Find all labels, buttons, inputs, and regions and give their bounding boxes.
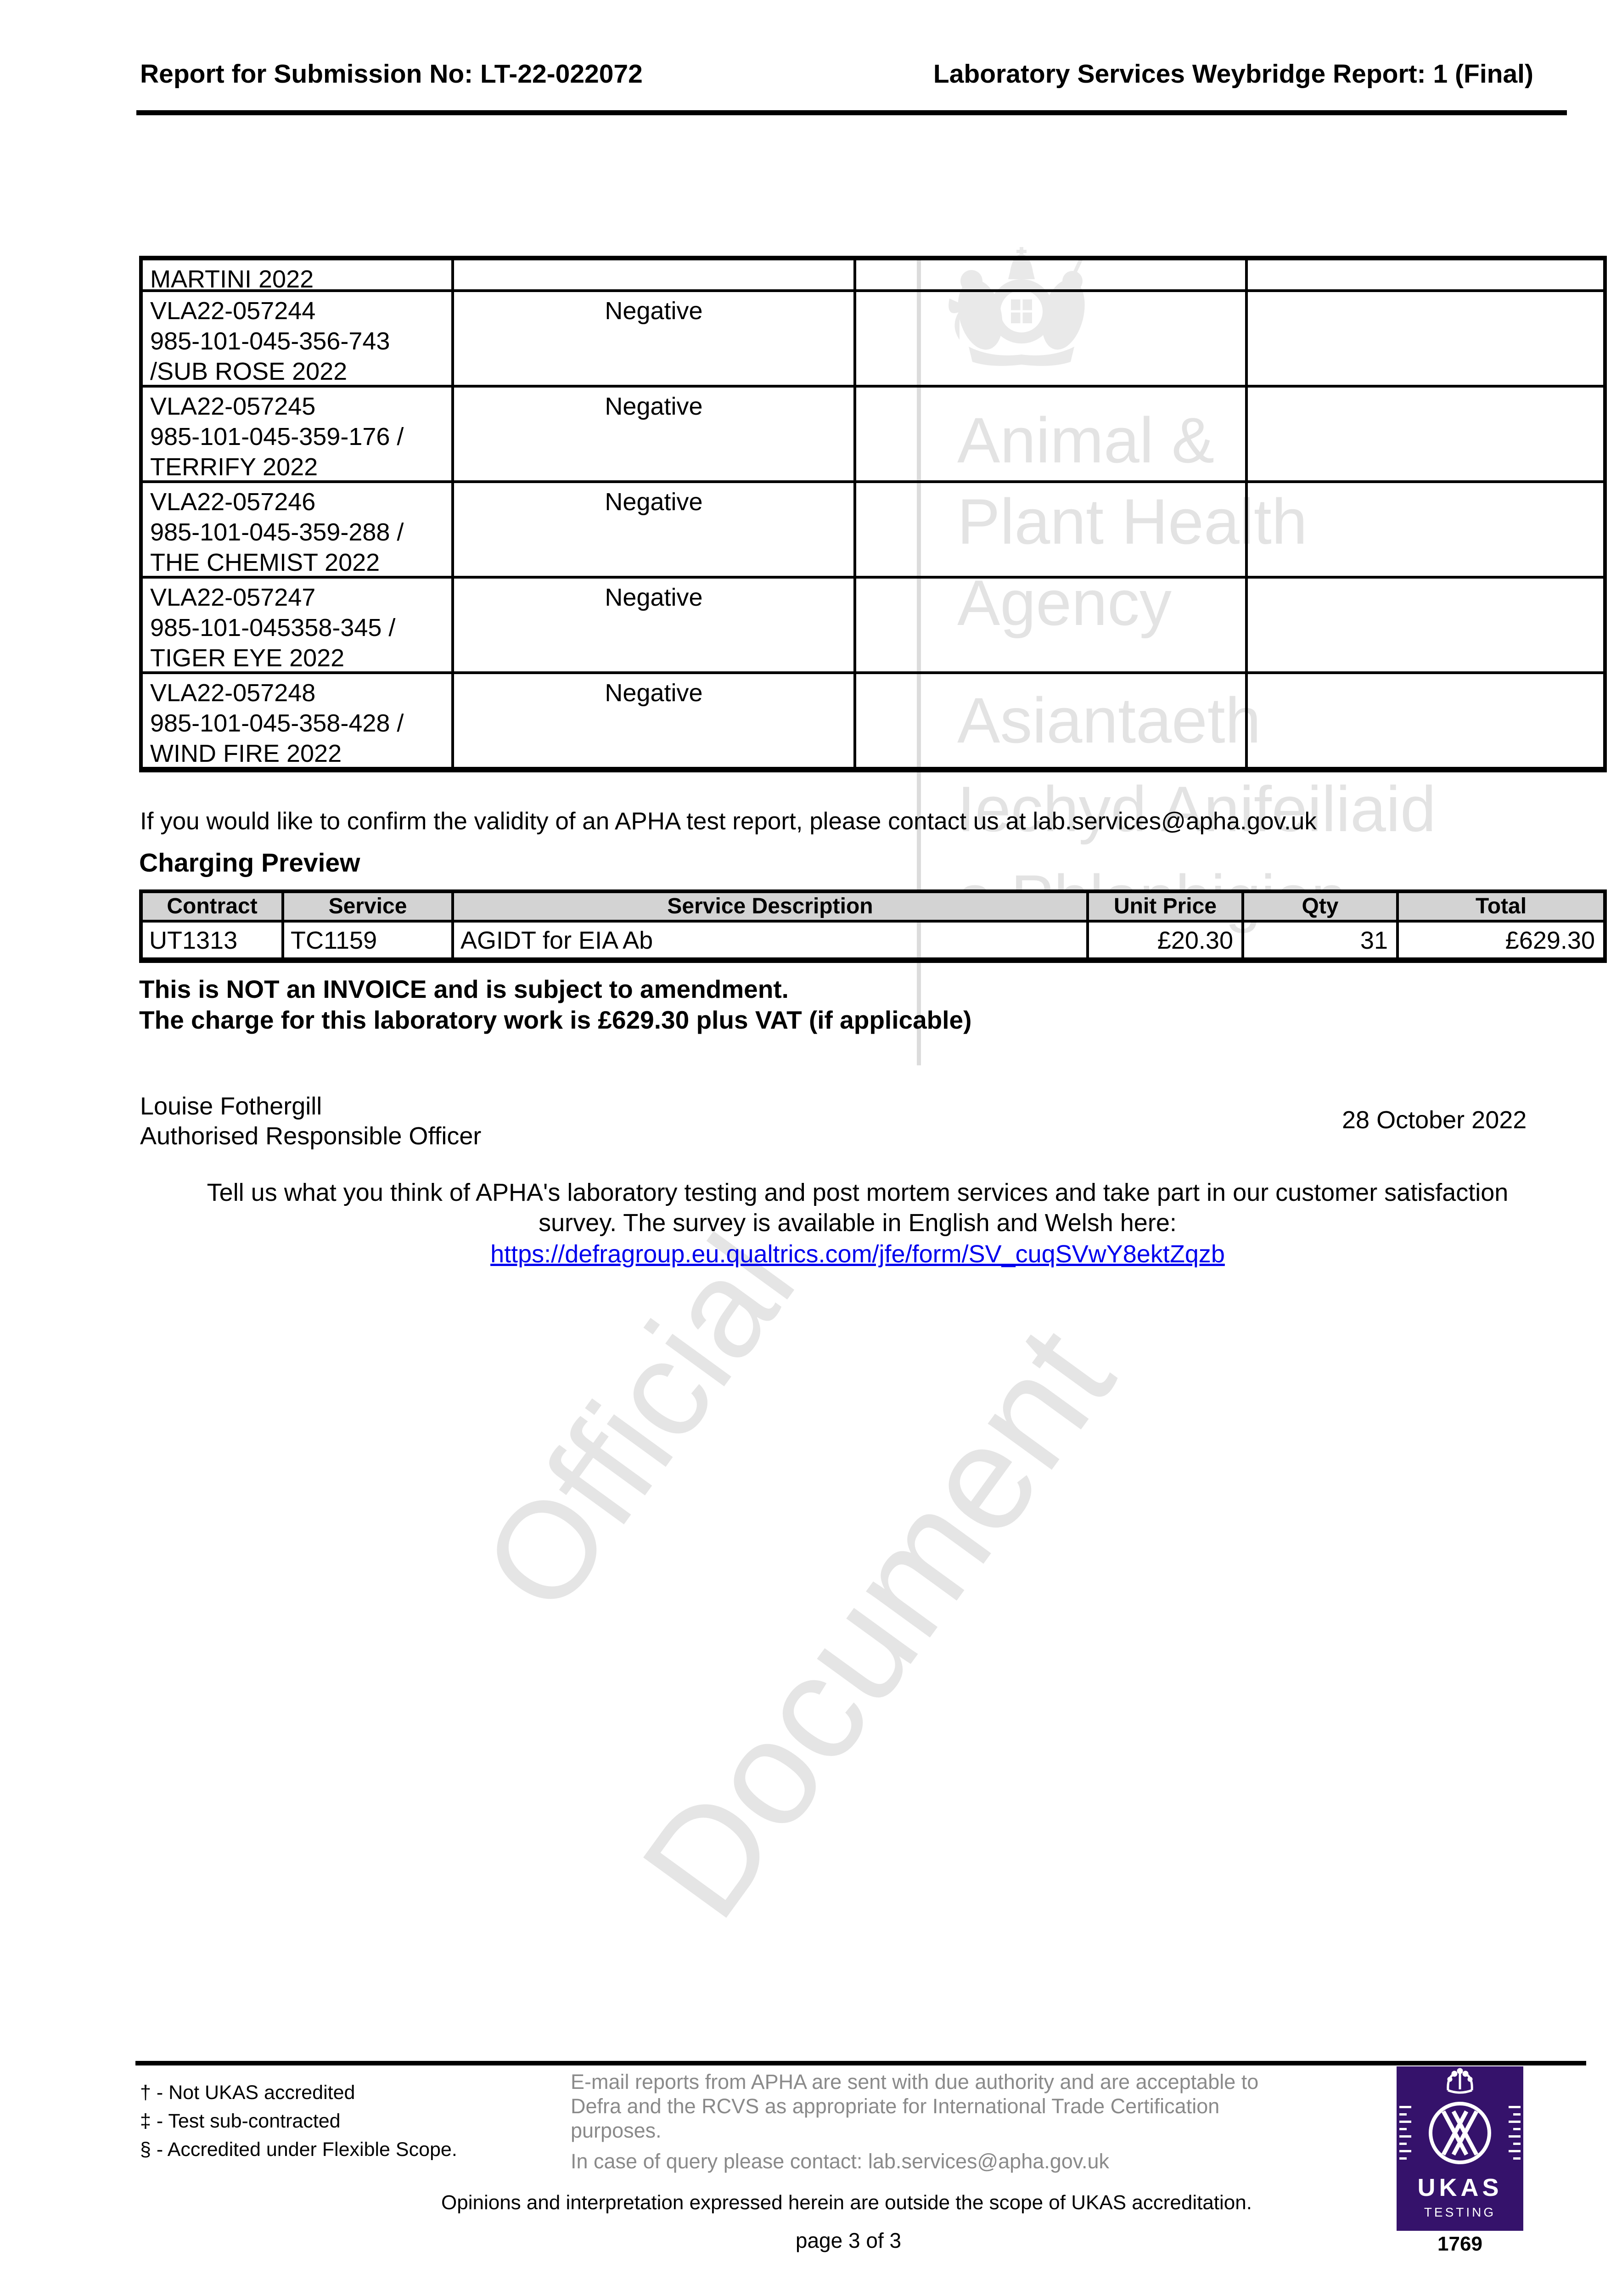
table-row: VLA22-057244 985-101-045-356-743 /SUB RO… [143, 289, 1603, 385]
watermark-agency-cy-line2: Iechyd Anifeiliaid [957, 773, 1436, 845]
charging-header-row: Contract Service Service Description Uni… [143, 893, 1603, 923]
result-value: Negative [605, 584, 703, 611]
signatory-role: Authorised Responsible Officer [140, 1122, 482, 1150]
charge-amount-note: The charge for this laboratory work is £… [139, 1006, 972, 1034]
service-value: TC1159 [281, 923, 451, 957]
report-date: 28 October 2022 [1342, 1106, 1527, 1134]
watermark-agency-en-line1: Animal & [957, 404, 1215, 476]
result-value: Negative [605, 393, 703, 420]
validity-note: If you would like to confirm the validit… [140, 808, 1317, 835]
watermark-agency-en-line3: Agency [957, 567, 1172, 639]
ukas-testing-label: TESTING [1424, 2205, 1496, 2219]
report-number-title: Report for Submission No: LT-22-022072 [140, 59, 643, 89]
ukas-crest-icon [1399, 2068, 1521, 2164]
table-row: VLA22-057246 985-101-045-359-288 / THE C… [143, 480, 1603, 576]
signatory-name: Louise Fothergill [140, 1092, 322, 1120]
sample-ref: 985-101-045-358-428 / [150, 709, 404, 737]
charging-data-row: UT1313 TC1159 AGIDT for EIA Ab £20.30 31… [143, 923, 1603, 957]
result-value: Negative [605, 679, 703, 707]
result-value: Negative [605, 488, 703, 516]
column-header-qty: Qty [1241, 893, 1396, 920]
survey-text-line2: survey. The survey is available in Engli… [539, 1209, 1177, 1237]
survey-text-line1: Tell us what you think of APHA's laborat… [207, 1179, 1509, 1206]
total-value: £629.30 [1396, 923, 1603, 957]
results-table: MARTINI 2022 VLA22-057244 985-101-045-35… [139, 256, 1607, 772]
sample-name: WIND FIRE 2022 [150, 740, 342, 767]
footnote-flexible-scope: § - Accredited under Flexible Scope. [140, 2138, 457, 2161]
watermark-agency-cy-line1: Asiantaeth [957, 684, 1261, 756]
footer-rule [135, 2061, 1586, 2065]
charging-preview-title: Charging Preview [139, 848, 360, 878]
ukas-number: 1769 [1437, 2233, 1482, 2255]
column-header-contract: Contract [167, 894, 258, 918]
unit-price-value: £20.30 [1086, 923, 1241, 957]
footnote-subcontracted: ‡ - Test sub-contracted [140, 2110, 341, 2132]
table-row: MARTINI 2022 [143, 260, 1603, 293]
result-value: Negative [605, 297, 703, 325]
charging-table: Contract Service Service Description Uni… [139, 889, 1607, 963]
email-authority-note-line1: E-mail reports from APHA are sent with d… [571, 2070, 1259, 2093]
column-header-description: Service Description [451, 893, 1086, 920]
sample-id: VLA22-057247 [150, 584, 316, 611]
page-number: page 3 of 3 [795, 2228, 902, 2252]
query-contact-note: In case of query please contact: lab.ser… [571, 2150, 1110, 2173]
not-invoice-note: This is NOT an INVOICE and is subject to… [139, 975, 789, 1003]
table-row: VLA22-057248 985-101-045-358-428 / WIND … [143, 671, 1603, 767]
sample-id: VLA22-057246 [150, 488, 316, 516]
lab-report-title: Laboratory Services Weybridge Report: 1 … [933, 59, 1533, 89]
sample-name: TIGER EYE 2022 [150, 644, 345, 672]
sample-id: VLA22-057248 [150, 679, 316, 707]
description-value: AGIDT for EIA Ab [451, 923, 1086, 957]
apha-logo-divider-bar [917, 257, 921, 1065]
footnote-not-accredited: † - Not UKAS accredited [140, 2082, 355, 2104]
email-authority-note-line2: Defra and the RCVS as appropriate for In… [571, 2094, 1220, 2118]
table-row: VLA22-057247 985-101-045358-345 / TIGER … [143, 576, 1603, 672]
sample-name: /SUB ROSE 2022 [150, 358, 348, 385]
opinions-note: Opinions and interpretation expressed he… [441, 2191, 1252, 2214]
email-authority-note-line3: purposes. [571, 2119, 662, 2142]
sample-name: MARTINI 2022 [150, 265, 314, 293]
survey-link[interactable]: https://defragroup.eu.qualtrics.com/jfe/… [490, 1240, 1225, 1268]
column-header-unit-price: Unit Price [1086, 893, 1241, 920]
royal-coat-of-arms-watermark-icon [949, 247, 1085, 366]
table-row: VLA22-057245 985-101-045-359-176 / TERRI… [143, 385, 1603, 481]
sample-ref: 985-101-045-359-176 / [150, 423, 404, 450]
qty-value: 31 [1241, 923, 1396, 957]
column-header-service: Service [281, 893, 451, 920]
sample-id: VLA22-057245 [150, 393, 316, 420]
column-header-total: Total [1396, 893, 1603, 920]
ukas-label: UKAS [1417, 2174, 1503, 2201]
sample-ref: 985-101-045-359-288 / [150, 518, 404, 546]
contract-value: UT1313 [149, 927, 238, 954]
watermark-agency-en-line2: Plant Health [957, 485, 1308, 557]
sample-name: THE CHEMIST 2022 [150, 549, 380, 576]
ukas-accreditation-logo: UKAS TESTING [1397, 2066, 1523, 2231]
header-rule [136, 110, 1567, 115]
sample-ref: 985-101-045358-345 / [150, 614, 396, 642]
sample-id: VLA22-057244 [150, 297, 316, 325]
sample-ref: 985-101-045-356-743 [150, 327, 390, 355]
sample-name: TERRIFY 2022 [150, 453, 318, 481]
